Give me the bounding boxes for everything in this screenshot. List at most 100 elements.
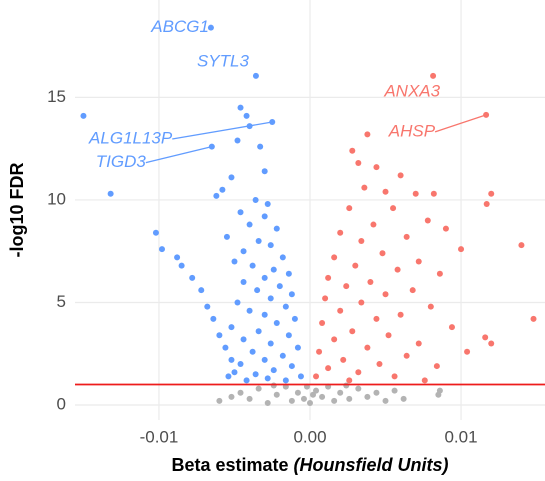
point bbox=[228, 356, 235, 363]
point bbox=[246, 221, 253, 228]
y-tick-label: 15 bbox=[47, 87, 66, 106]
point bbox=[436, 387, 443, 394]
point bbox=[261, 356, 268, 363]
point bbox=[391, 387, 398, 394]
point bbox=[158, 246, 165, 253]
point bbox=[228, 324, 235, 331]
point bbox=[464, 348, 471, 355]
point bbox=[337, 229, 344, 236]
point bbox=[270, 266, 277, 273]
point bbox=[346, 205, 353, 212]
point bbox=[204, 303, 211, 310]
point bbox=[225, 373, 232, 380]
point bbox=[249, 262, 256, 269]
point bbox=[297, 373, 304, 380]
point bbox=[282, 303, 289, 310]
point bbox=[427, 303, 434, 310]
point-label: SYTL3 bbox=[197, 51, 250, 70]
point bbox=[518, 242, 525, 249]
point bbox=[270, 367, 277, 374]
x-tick-label: 0.01 bbox=[444, 427, 477, 446]
point bbox=[364, 393, 371, 400]
point bbox=[231, 369, 238, 376]
point bbox=[273, 391, 280, 398]
point bbox=[264, 399, 271, 406]
point bbox=[442, 225, 449, 232]
point bbox=[234, 299, 241, 306]
y-tick-label: 10 bbox=[47, 189, 66, 208]
y-axis-title: -log10 FDR bbox=[7, 162, 27, 257]
point bbox=[325, 274, 332, 281]
point bbox=[273, 319, 280, 326]
point bbox=[285, 270, 292, 277]
point bbox=[237, 389, 244, 396]
point bbox=[343, 382, 350, 389]
point bbox=[349, 328, 356, 335]
point bbox=[313, 387, 320, 394]
point bbox=[228, 174, 235, 181]
point bbox=[216, 397, 223, 404]
point bbox=[415, 340, 422, 347]
point bbox=[216, 332, 223, 339]
point bbox=[264, 201, 271, 208]
point bbox=[240, 278, 247, 285]
point bbox=[152, 229, 159, 236]
point bbox=[300, 395, 307, 402]
x-axis-title-main: Beta estimate bbox=[171, 455, 288, 475]
point bbox=[246, 395, 253, 402]
point bbox=[252, 72, 259, 79]
point bbox=[310, 391, 317, 398]
point bbox=[373, 389, 380, 396]
point bbox=[228, 393, 235, 400]
point bbox=[370, 221, 377, 228]
point bbox=[458, 246, 465, 253]
point bbox=[80, 112, 87, 119]
point bbox=[340, 356, 347, 363]
point bbox=[397, 311, 404, 318]
point bbox=[252, 196, 259, 203]
point bbox=[207, 24, 214, 31]
point bbox=[358, 299, 365, 306]
point bbox=[249, 348, 256, 355]
point bbox=[346, 377, 353, 384]
point bbox=[382, 291, 389, 298]
point bbox=[240, 248, 247, 255]
point bbox=[448, 324, 455, 331]
label-leader bbox=[172, 121, 273, 140]
point bbox=[264, 375, 271, 382]
point bbox=[376, 361, 383, 368]
point bbox=[222, 344, 229, 351]
point bbox=[385, 332, 392, 339]
point bbox=[373, 164, 380, 171]
point bbox=[178, 262, 185, 269]
x-tick-label: 0.00 bbox=[293, 427, 326, 446]
point bbox=[307, 399, 313, 406]
point bbox=[343, 283, 350, 290]
point bbox=[400, 395, 407, 402]
point bbox=[331, 254, 338, 261]
point bbox=[412, 190, 419, 197]
point bbox=[267, 295, 274, 302]
point bbox=[364, 344, 371, 351]
point bbox=[270, 382, 277, 389]
point bbox=[240, 336, 247, 343]
point bbox=[255, 237, 262, 244]
point bbox=[267, 340, 274, 347]
x-axis-title-unit: (Hounsfield Units) bbox=[294, 455, 449, 475]
point bbox=[322, 295, 329, 302]
point bbox=[267, 242, 274, 249]
point bbox=[424, 217, 431, 224]
point bbox=[189, 274, 196, 281]
point bbox=[198, 287, 205, 294]
point bbox=[294, 344, 301, 351]
point bbox=[319, 393, 326, 400]
point bbox=[361, 184, 368, 191]
point bbox=[261, 213, 268, 220]
point bbox=[355, 385, 362, 392]
point bbox=[364, 131, 371, 138]
point bbox=[483, 201, 490, 208]
point bbox=[246, 307, 253, 314]
grid bbox=[75, 0, 545, 420]
point bbox=[210, 315, 217, 322]
point bbox=[394, 266, 401, 273]
